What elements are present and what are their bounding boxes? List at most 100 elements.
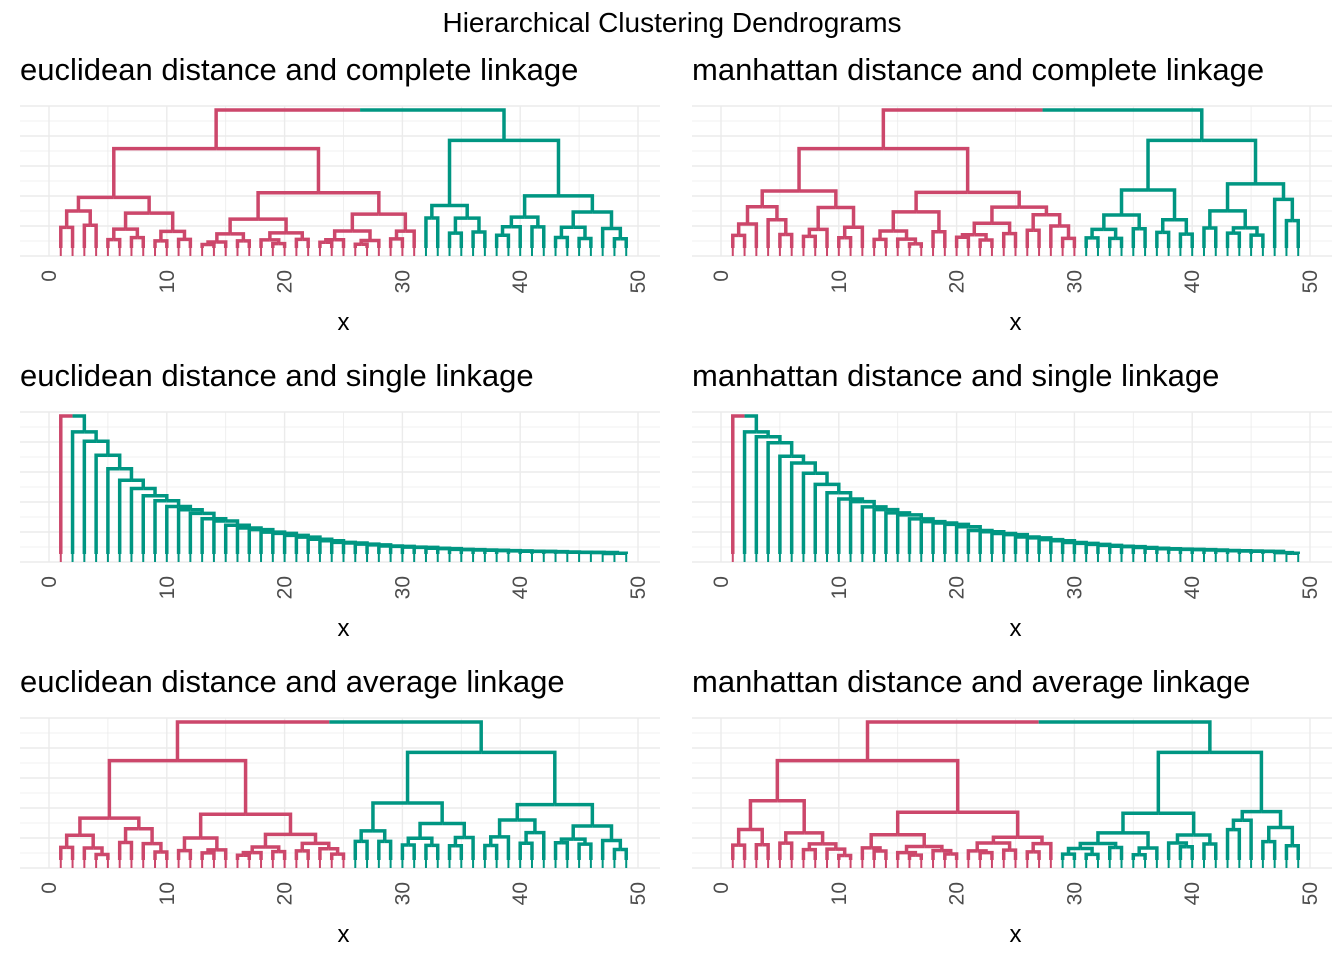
dendrogram-branch bbox=[1068, 852, 1077, 860]
dendrogram-branch bbox=[235, 526, 250, 554]
dendrogram-panel-3: euclidean distance and single linkage 0 10… bbox=[20, 358, 660, 648]
dendrogram-branch bbox=[818, 227, 829, 248]
dendrogram-branch bbox=[165, 504, 179, 554]
dendrogram-branch bbox=[1042, 108, 1204, 141]
dendrogram-branch bbox=[1137, 846, 1149, 855]
dendrogram-branch bbox=[214, 108, 361, 149]
dendrogram-branch bbox=[1009, 231, 1018, 248]
dendrogram-branch bbox=[804, 831, 825, 844]
dendrogram-branch bbox=[66, 225, 75, 248]
dendrogram-branch bbox=[141, 841, 153, 860]
dendrogram-branch bbox=[1084, 542, 1098, 554]
dendrogram-branch bbox=[1038, 720, 1212, 753]
dendrogram-branch bbox=[137, 235, 145, 248]
dendrogram-branch bbox=[329, 720, 483, 753]
dendrogram-branch bbox=[420, 836, 434, 846]
dendrogram-branch bbox=[978, 238, 987, 248]
dendrogram-branch bbox=[895, 237, 907, 248]
dendrogram-branch bbox=[1131, 852, 1140, 860]
dendrogram-branch bbox=[522, 194, 559, 218]
panel-title: manhattan distance and average linkage bbox=[692, 664, 1251, 699]
dendrogram-branch bbox=[228, 217, 259, 234]
dendrogram-branch bbox=[243, 853, 252, 860]
dendrogram-panel-4: manhattan distance and single linkage 0 10… bbox=[692, 358, 1332, 648]
dendrogram-branch bbox=[785, 232, 794, 248]
dendrogram-svg: 0 10 20 30 40 50 x bbox=[692, 105, 1332, 336]
dendrogram-branch bbox=[329, 540, 344, 554]
dendrogram-branch bbox=[895, 810, 958, 835]
dendrogram-branch bbox=[736, 222, 748, 236]
dendrogram-branch bbox=[577, 236, 585, 248]
x-tick-label: 30 bbox=[391, 882, 414, 905]
dendrogram-branch bbox=[1268, 839, 1277, 860]
dendrogram-branch bbox=[1261, 809, 1283, 828]
dendrogram-branch bbox=[518, 841, 527, 860]
dendrogram-branch bbox=[202, 511, 216, 519]
dendrogram-branch bbox=[263, 832, 291, 847]
dendrogram-branch bbox=[907, 853, 916, 860]
dendrogram-branch bbox=[216, 848, 228, 860]
dendrogram-branch bbox=[1156, 750, 1210, 814]
dendrogram-branch bbox=[82, 846, 94, 860]
dendrogram-branch bbox=[1158, 811, 1196, 835]
dendrogram-branch bbox=[78, 816, 110, 836]
dendrogram-branch bbox=[872, 237, 881, 248]
x-axis-label: x bbox=[1010, 921, 1022, 948]
x-tick-label: 30 bbox=[391, 270, 414, 293]
dendrogram-branch bbox=[431, 843, 440, 860]
dendrogram-branch bbox=[107, 758, 178, 819]
dendrogram-branch bbox=[1208, 209, 1228, 228]
dendrogram-branch bbox=[388, 237, 397, 248]
dendrogram-svg: 0 10 20 30 40 50 x bbox=[692, 717, 1332, 948]
dendrogram-branch bbox=[1115, 845, 1124, 860]
dendrogram-branch bbox=[1245, 226, 1259, 236]
dendrogram-branch bbox=[776, 217, 788, 235]
dendrogram-branch bbox=[153, 850, 161, 860]
dendrogram-panel-1: euclidean distance and complete linkage 0… bbox=[20, 52, 660, 342]
dendrogram-branch bbox=[294, 237, 303, 248]
dendrogram-branch bbox=[96, 439, 110, 456]
dendrogram-branch bbox=[799, 189, 838, 208]
dendrogram-branch bbox=[778, 454, 792, 554]
dendrogram-branch bbox=[1272, 197, 1284, 248]
dendrogram-branch bbox=[455, 844, 464, 860]
x-tick-label: 50 bbox=[1299, 270, 1322, 293]
dendrogram-branch bbox=[990, 531, 1004, 554]
dendrogram-branch bbox=[200, 516, 214, 554]
dendrogram-branch bbox=[352, 229, 372, 241]
dendrogram-branch bbox=[166, 499, 181, 507]
dendrogram-branch bbox=[1283, 197, 1295, 221]
dendrogram-branch bbox=[943, 522, 957, 554]
dendrogram-branch bbox=[904, 844, 925, 853]
dendrogram-branch bbox=[405, 750, 482, 804]
x-tick-label: 50 bbox=[627, 270, 650, 293]
x-tick-label: 10 bbox=[156, 270, 179, 293]
dendrogram-branch bbox=[184, 848, 193, 860]
dendrogram-branch bbox=[600, 226, 612, 248]
dendrogram-branch bbox=[490, 843, 499, 860]
dendrogram-branch bbox=[779, 440, 794, 457]
dendrogram-branch bbox=[612, 847, 621, 860]
x-tick-label: 30 bbox=[391, 576, 414, 599]
dendrogram-branch bbox=[777, 798, 806, 833]
x-tick-label: 40 bbox=[509, 270, 532, 293]
dendrogram-branch bbox=[1175, 833, 1194, 843]
dendrogram-branch bbox=[1001, 532, 1016, 554]
x-tick-label: 0 bbox=[38, 576, 61, 588]
dendrogram-branch bbox=[872, 507, 886, 554]
dendrogram-branch bbox=[778, 841, 786, 860]
dendrogram-branch bbox=[1284, 551, 1293, 555]
dendrogram-branch bbox=[506, 549, 521, 554]
dendrogram-branch bbox=[844, 235, 853, 248]
x-tick-label: 10 bbox=[828, 882, 851, 905]
x-axis-label: x bbox=[338, 615, 350, 642]
dendrogram-branch bbox=[1284, 843, 1293, 860]
dendrogram-branch bbox=[1031, 841, 1043, 852]
dendrogram-branch bbox=[891, 210, 917, 231]
dendrogram-branch bbox=[1155, 547, 1169, 554]
dendrogram-branch bbox=[1025, 536, 1040, 554]
dendrogram-branch bbox=[1096, 543, 1110, 554]
dendrogram-branch bbox=[1148, 188, 1177, 220]
dendrogram-branch bbox=[978, 850, 987, 860]
dendrogram-branch bbox=[825, 847, 836, 860]
